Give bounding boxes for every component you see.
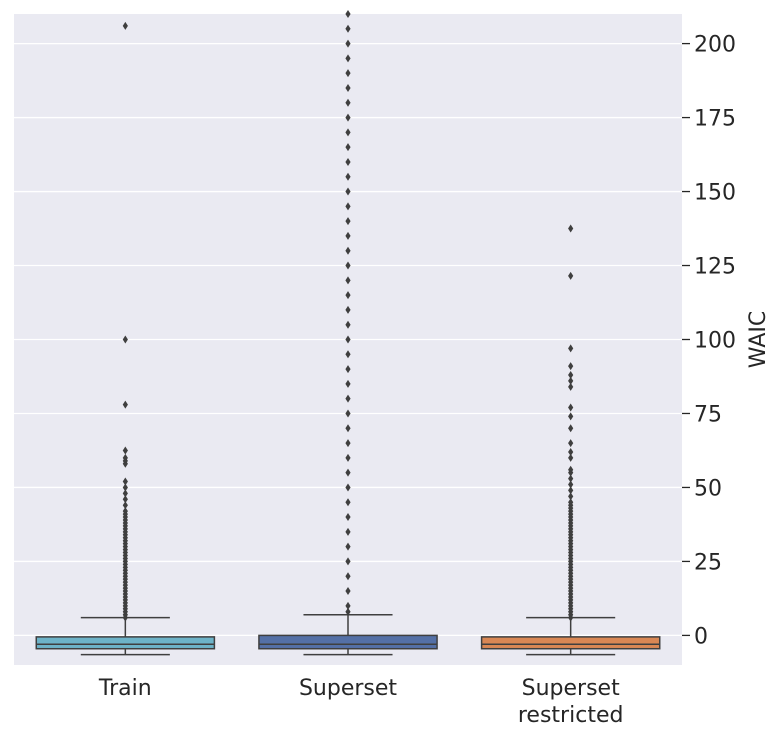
outlier-point xyxy=(568,362,574,371)
outlier-point xyxy=(122,501,128,510)
outlier-point xyxy=(568,492,574,501)
outlier-point xyxy=(345,128,351,137)
outlier-point xyxy=(568,224,574,233)
x-tick-label-line: Superset xyxy=(522,676,620,701)
outlier-point xyxy=(345,157,351,166)
outlier-point xyxy=(122,495,128,504)
outlier-point xyxy=(345,513,351,522)
y-tick-label: 150 xyxy=(694,181,736,206)
x-tick-label-line: Superset xyxy=(299,676,397,701)
outlier-point xyxy=(568,498,574,507)
x-tick-label: Superset restricted xyxy=(518,676,624,728)
outlier-point xyxy=(122,453,128,462)
outlier-point xyxy=(345,350,351,359)
y-axis-title: WAIC xyxy=(746,311,771,368)
outlier-point xyxy=(345,187,351,196)
box-0 xyxy=(35,21,216,656)
x-tick-label-line: restricted xyxy=(518,703,624,728)
outlier-point xyxy=(345,498,351,507)
outlier-point xyxy=(568,447,574,456)
y-tick-label: 175 xyxy=(694,107,736,132)
outlier-point xyxy=(345,98,351,107)
outlier-point xyxy=(568,424,574,433)
box-1 xyxy=(258,10,438,656)
outlier-point xyxy=(568,371,574,380)
outlier-point xyxy=(345,113,351,122)
y-tick-label: 75 xyxy=(694,402,722,427)
outlier-point xyxy=(345,394,351,403)
outlier-point xyxy=(568,382,574,391)
outlier-point xyxy=(345,39,351,48)
outlier-point xyxy=(345,305,351,314)
outlier-point xyxy=(345,276,351,285)
outlier-point xyxy=(345,217,351,226)
box xyxy=(35,636,216,650)
box xyxy=(480,636,661,650)
x-axis: Train Superset Superset restricted xyxy=(98,676,624,728)
outlier-point xyxy=(122,335,128,344)
outlier-point xyxy=(345,607,351,616)
outlier-point xyxy=(122,483,128,492)
y-tick-label: 25 xyxy=(694,550,722,575)
outlier-point xyxy=(568,474,574,483)
box-series xyxy=(35,10,661,656)
outlier-point xyxy=(345,83,351,92)
outlier-point xyxy=(568,439,574,448)
outlier-point xyxy=(345,24,351,33)
x-tick-label: Train xyxy=(98,676,152,701)
outlier-point xyxy=(345,365,351,374)
outlier-point xyxy=(345,439,351,448)
y-tick-label: 100 xyxy=(694,329,736,354)
box-2 xyxy=(480,224,661,656)
outlier-point xyxy=(122,489,128,498)
y-tick-label: 200 xyxy=(694,33,736,58)
outlier-point xyxy=(345,320,351,329)
outlier-point xyxy=(345,527,351,536)
outlier-point xyxy=(122,446,128,455)
outlier-point xyxy=(345,291,351,300)
outlier-point xyxy=(345,69,351,78)
outlier-point xyxy=(345,483,351,492)
outlier-point xyxy=(122,507,128,516)
outlier-point xyxy=(345,10,351,18)
y-tick-label: 50 xyxy=(694,476,722,501)
box xyxy=(258,634,438,650)
outlier-point xyxy=(568,344,574,353)
outlier-point xyxy=(345,587,351,596)
outlier-point xyxy=(345,54,351,63)
x-tick-label-line: Train xyxy=(98,676,152,701)
outlier-point xyxy=(345,468,351,477)
y-tick-label: 125 xyxy=(694,255,736,280)
outlier-point xyxy=(345,424,351,433)
outlier-point xyxy=(345,231,351,240)
outlier-point xyxy=(568,271,574,280)
outlier-point xyxy=(345,557,351,566)
outlier-point xyxy=(345,601,351,610)
outlier-point xyxy=(568,480,574,489)
y-tick-label: 0 xyxy=(694,624,708,649)
outlier-point xyxy=(568,376,574,385)
outlier-point xyxy=(345,572,351,581)
outlier-point xyxy=(122,21,128,30)
outlier-point xyxy=(568,403,574,412)
outlier-point xyxy=(568,412,574,421)
outlier-point xyxy=(345,246,351,255)
outlier-point xyxy=(345,172,351,181)
outlier-point xyxy=(122,477,128,486)
outlier-point xyxy=(568,465,574,474)
outlier-point xyxy=(345,202,351,211)
outlier-point xyxy=(568,486,574,495)
outlier-point xyxy=(122,400,128,409)
outlier-point xyxy=(345,453,351,462)
y-axis: 0 25 50 75 100 125 150 175 200 xyxy=(682,33,736,649)
x-tick-label: Superset xyxy=(299,676,397,701)
outlier-point xyxy=(345,335,351,344)
outlier-point xyxy=(345,409,351,418)
outlier-point xyxy=(345,143,351,152)
outlier-point xyxy=(345,542,351,551)
outlier-point xyxy=(345,261,351,270)
outlier-point xyxy=(345,379,351,388)
outlier-point xyxy=(568,453,574,462)
